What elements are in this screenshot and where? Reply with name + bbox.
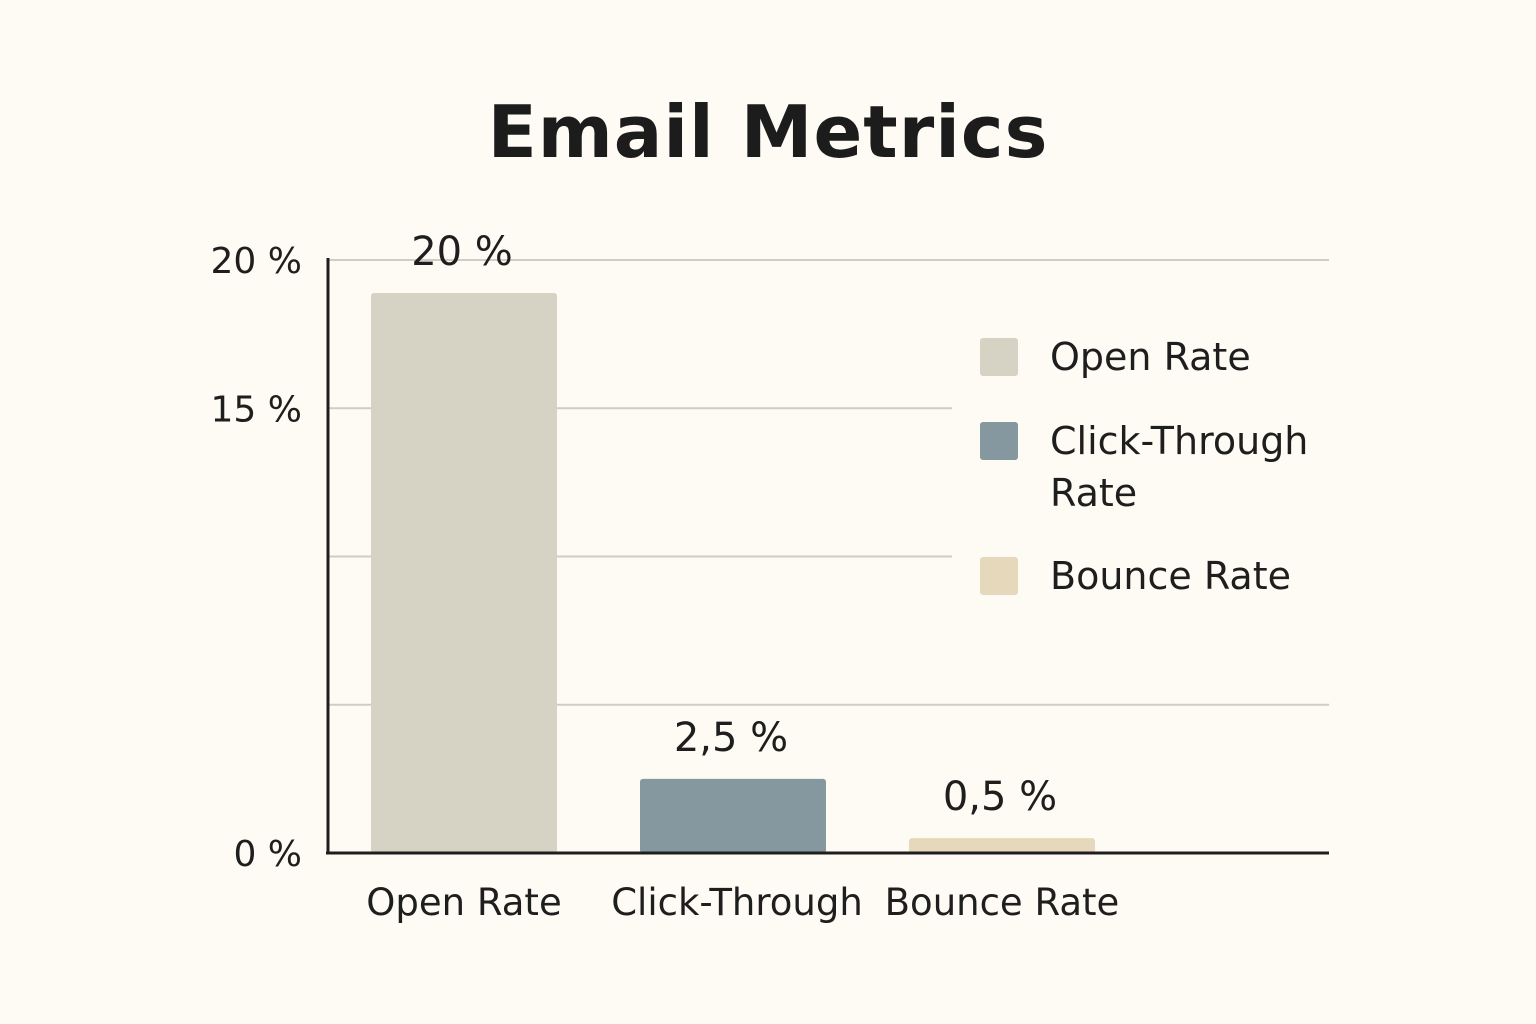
legend-label-3: Bounce Rate — [1050, 554, 1291, 598]
category-label-3: Bounce Rate — [885, 881, 1120, 924]
y-tick-labels: 0 % 15 % 20 % — [211, 241, 302, 875]
data-label-3: 0,5 % — [943, 774, 1057, 820]
y-tick-label-3: 20 % — [211, 241, 302, 282]
bar-open-rate — [371, 293, 557, 853]
legend-item-1: Open Rate — [980, 335, 1251, 379]
bar-bounce-rate — [909, 838, 1095, 853]
legend-label-2-line-1: Click-Through — [1050, 419, 1308, 463]
bar-click-through — [640, 778, 826, 853]
data-label-1: 20 % — [411, 229, 513, 275]
legend-label-1: Open Rate — [1050, 335, 1251, 379]
bars — [371, 293, 1095, 853]
legend-swatch-1 — [980, 338, 1018, 376]
data-labels: 20 % 2,5 % 0,5 % — [411, 229, 1057, 820]
y-tick-label-2: 15 % — [211, 389, 302, 430]
legend-item-3: Bounce Rate — [980, 554, 1291, 598]
legend-swatch-2 — [980, 422, 1018, 460]
legend: Open Rate Click-Through Rate Bounce Rate — [980, 335, 1308, 598]
axes — [326, 258, 1329, 855]
category-label-1: Open Rate — [366, 881, 561, 924]
category-labels: Open Rate Click-Through Bounce Rate — [366, 881, 1119, 924]
y-tick-label-1: 0 % — [233, 834, 302, 875]
legend-item-2: Click-Through Rate — [980, 419, 1308, 515]
category-label-2: Click-Through — [611, 881, 863, 924]
legend-label-2-line-2: Rate — [1050, 471, 1137, 515]
legend-swatch-3 — [980, 557, 1018, 595]
chart-title: Email Metrics — [487, 90, 1049, 174]
data-label-2: 2,5 % — [674, 715, 788, 761]
